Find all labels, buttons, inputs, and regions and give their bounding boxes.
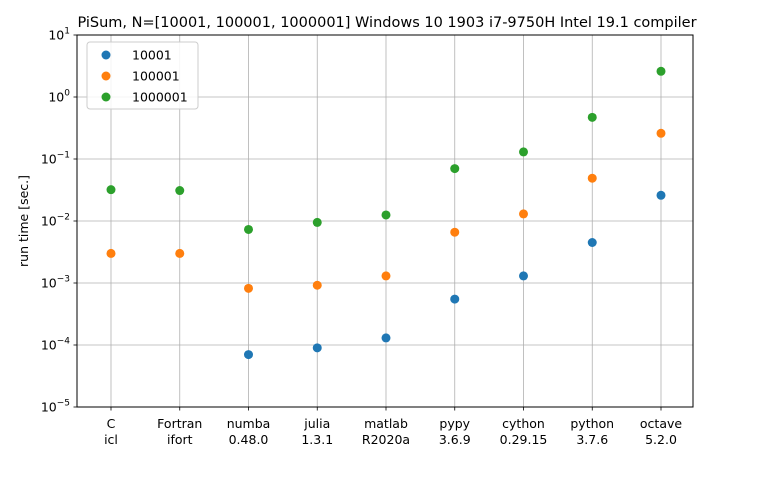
point-series-1-6 bbox=[519, 209, 528, 219]
y-tick-label: 100 bbox=[48, 89, 70, 105]
point-series-2-4 bbox=[381, 210, 391, 220]
y-tick-label: 10−5 bbox=[41, 399, 70, 415]
y-tick-label: 10−2 bbox=[41, 213, 70, 229]
x-tick-label-version: 1.3.1 bbox=[301, 432, 333, 447]
y-axis-label: run time [sec.] bbox=[16, 175, 31, 267]
point-series-1-4 bbox=[381, 271, 391, 281]
point-series-2-6 bbox=[519, 147, 528, 157]
point-series-0-5 bbox=[450, 294, 460, 304]
point-series-1-0 bbox=[106, 248, 116, 258]
x-tick-label-version: 3.7.6 bbox=[576, 432, 608, 447]
point-series-2-8 bbox=[656, 66, 666, 76]
point-series-2-5 bbox=[450, 164, 460, 174]
x-tick-label-name: julia bbox=[303, 416, 330, 431]
point-series-1-5 bbox=[450, 227, 460, 237]
plot-frame bbox=[76, 34, 694, 408]
y-tick-label: 10−3 bbox=[41, 275, 70, 291]
legend-label: 1000001 bbox=[132, 90, 188, 105]
x-tick-label-name: cython bbox=[502, 416, 545, 431]
x-tick-label-name: matlab bbox=[364, 416, 408, 431]
x-tick-label-version: 3.6.9 bbox=[439, 432, 471, 447]
point-series-1-1 bbox=[175, 248, 185, 258]
y-tick-label: 101 bbox=[48, 27, 70, 43]
x-tick-label-name: pypy bbox=[439, 416, 470, 431]
legend-marker bbox=[101, 50, 111, 60]
legend-label: 100001 bbox=[132, 69, 180, 84]
point-series-2-3 bbox=[312, 217, 322, 227]
point-series-1-2 bbox=[244, 283, 253, 293]
x-tick-label-name: numba bbox=[227, 416, 271, 431]
x-tick-label-version: 0.29.15 bbox=[500, 432, 548, 447]
point-series-0-8 bbox=[656, 190, 666, 200]
point-series-2-7 bbox=[587, 112, 597, 122]
y-tick-label: 10−1 bbox=[41, 151, 70, 167]
point-series-0-6 bbox=[519, 271, 528, 281]
legend-label: 10001 bbox=[132, 48, 172, 63]
point-series-1-3 bbox=[312, 280, 322, 290]
x-tick-label-version: R2020a bbox=[362, 432, 410, 447]
y-axis-ticks: 10−5 10−4 10−3 10−2 10−1 100 101 bbox=[41, 27, 77, 415]
point-series-0-7 bbox=[587, 238, 597, 248]
point-series-0-3 bbox=[312, 343, 322, 353]
point-series-2-2 bbox=[244, 224, 253, 234]
point-series-1-7 bbox=[587, 173, 597, 183]
x-tick-label-version: ifort bbox=[167, 432, 193, 447]
x-tick-label-name: python bbox=[570, 416, 614, 431]
data-points bbox=[106, 66, 666, 360]
x-tick-label-version: 0.48.0 bbox=[229, 432, 269, 447]
x-tick-label-name: octave bbox=[640, 416, 682, 431]
legend-box bbox=[86, 41, 199, 110]
y-tick-label: 10−4 bbox=[41, 337, 70, 353]
point-series-2-0 bbox=[106, 185, 116, 195]
legend-marker bbox=[101, 71, 111, 81]
point-series-0-4 bbox=[381, 333, 391, 343]
x-tick-label-version: icl bbox=[104, 432, 118, 447]
x-tick-label-name: C bbox=[107, 416, 116, 431]
legend: 10001 100001 1000001 bbox=[86, 41, 199, 110]
x-tick-label-version: 5.2.0 bbox=[645, 432, 677, 447]
legend-marker bbox=[101, 92, 111, 102]
chart-title: PiSum, N=[10001, 100001, 1000001] Window… bbox=[77, 15, 696, 31]
point-series-2-1 bbox=[175, 186, 185, 196]
point-series-0-2 bbox=[244, 350, 253, 360]
x-tick-label-name: Fortran bbox=[157, 416, 202, 431]
point-series-1-8 bbox=[656, 128, 666, 138]
